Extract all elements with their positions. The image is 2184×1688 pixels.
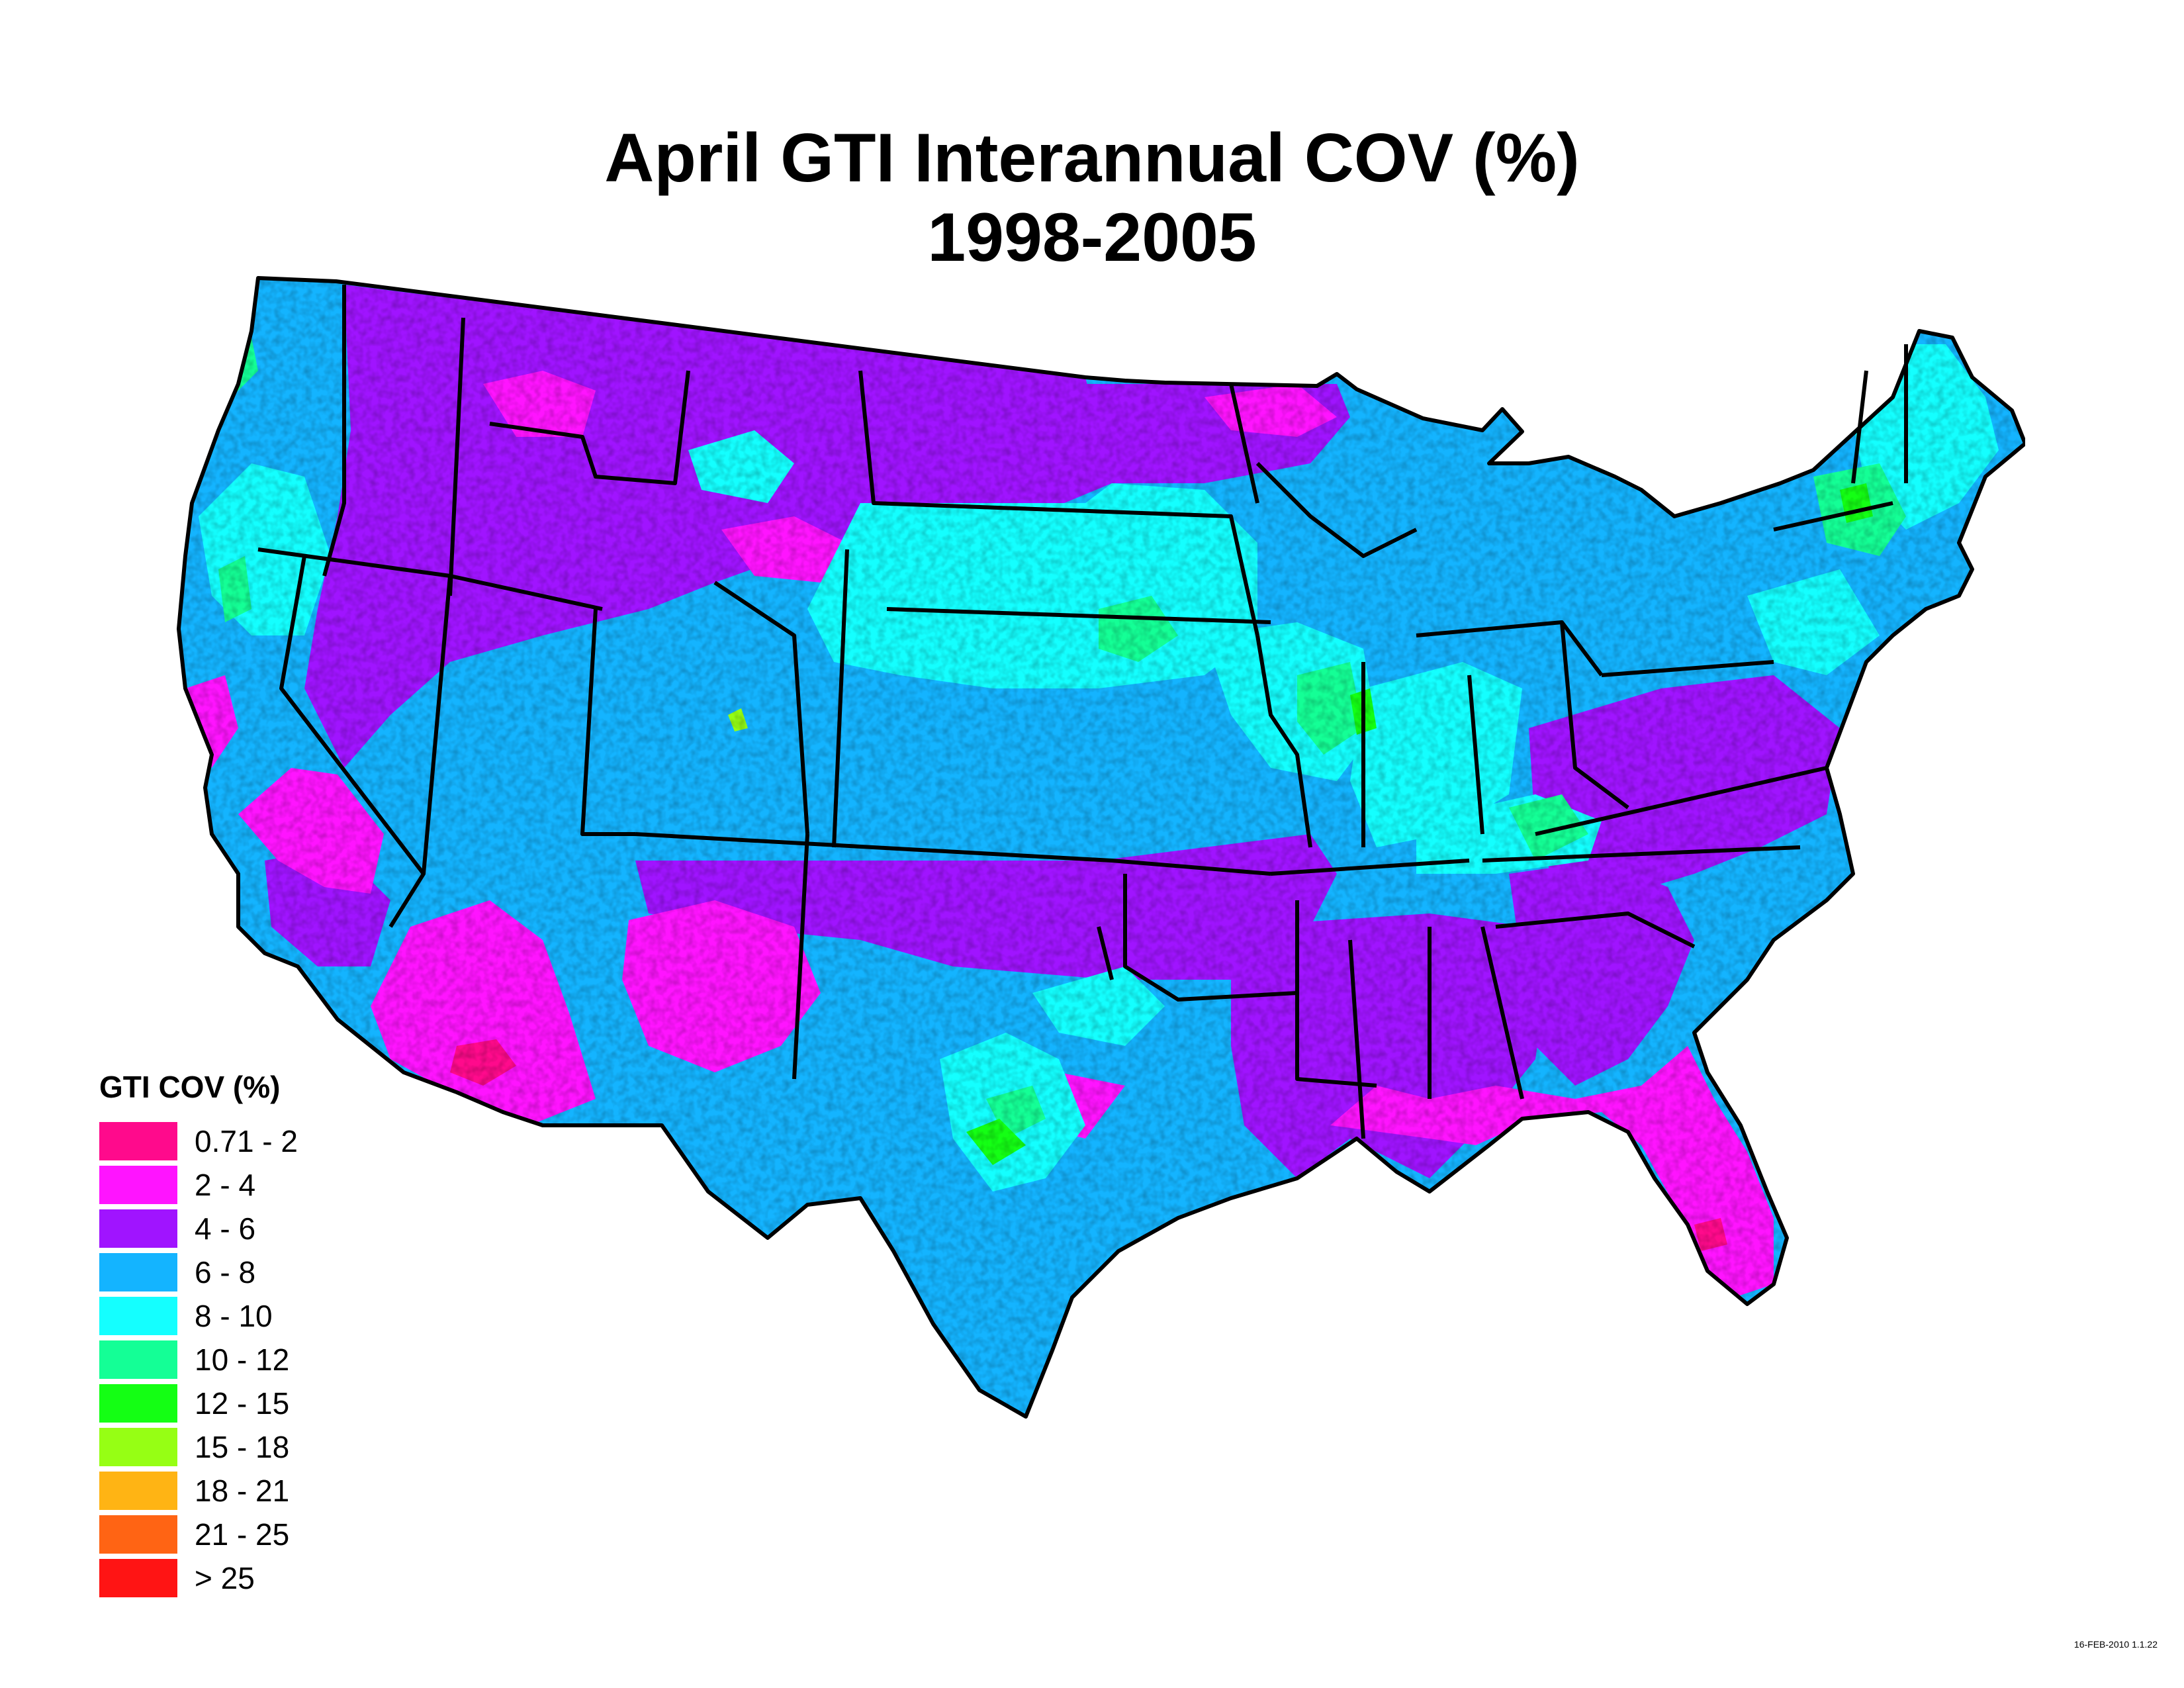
legend-label: > 25	[195, 1561, 255, 1595]
map-subtitle-years: 1998-2005	[927, 199, 1257, 276]
state-borders	[179, 278, 2025, 1417]
map-title: April GTI Interannual COV (%)	[604, 120, 1580, 197]
legend-label: 0.71 - 2	[195, 1124, 298, 1158]
legend-item: 10 - 12	[99, 1338, 443, 1382]
legend-label: 21 - 25	[195, 1517, 290, 1552]
cov-color-field	[179, 278, 2025, 1417]
legend-item: 15 - 18	[99, 1425, 443, 1469]
legend-item: 6 - 8	[99, 1250, 443, 1294]
us-map	[172, 265, 2025, 1443]
legend-label: 15 - 18	[195, 1430, 290, 1464]
legend-title: GTI COV (%)	[99, 1070, 281, 1104]
legend-swatch	[99, 1253, 177, 1291]
legend-label: 18 - 21	[195, 1474, 290, 1508]
legend-item: > 25	[99, 1556, 443, 1600]
legend-item: 2 - 4	[99, 1163, 443, 1207]
timestamp-stamp: 16-FEB-2010 1.1.22	[2073, 1639, 2158, 1650]
legend-swatch	[99, 1166, 177, 1204]
legend-label: 6 - 8	[195, 1255, 256, 1289]
legend-items: 0.71 - 2 2 - 4 4 - 6 6 - 8 8 - 10 10 - 12 12 -…	[99, 1119, 443, 1600]
legend-item: 21 - 25	[99, 1513, 443, 1556]
legend-swatch	[99, 1428, 177, 1466]
legend-item: 8 - 10	[99, 1294, 443, 1338]
legend-label: 4 - 6	[195, 1211, 256, 1246]
legend-swatch	[99, 1472, 177, 1510]
legend-label: 2 - 4	[195, 1168, 256, 1202]
legend-item: 4 - 6	[99, 1207, 443, 1250]
legend-swatch	[99, 1340, 177, 1379]
legend-swatch	[99, 1209, 177, 1248]
legend-label: 8 - 10	[195, 1299, 273, 1333]
legend-swatch	[99, 1559, 177, 1597]
legend-swatch	[99, 1384, 177, 1423]
legend-label: 12 - 15	[195, 1386, 290, 1421]
legend: GTI COV (%) 0.71 - 2 2 - 4 4 - 6 6 - 8 8 - 1…	[99, 1069, 443, 1600]
legend-swatch	[99, 1515, 177, 1554]
legend-swatch	[99, 1297, 177, 1335]
legend-item: 0.71 - 2	[99, 1119, 443, 1163]
legend-item: 12 - 15	[99, 1382, 443, 1425]
us-map-svg	[172, 265, 2025, 1443]
legend-item: 18 - 21	[99, 1469, 443, 1513]
legend-label: 10 - 12	[195, 1342, 290, 1377]
legend-swatch	[99, 1122, 177, 1160]
